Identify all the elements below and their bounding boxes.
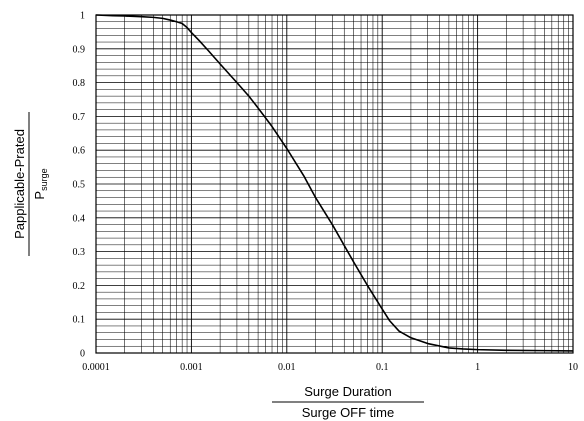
x-tick-label: 0.0001 [82,362,110,373]
y-tick-label: 0.7 [73,112,86,123]
y-tick-label: 0.6 [73,146,86,157]
plot-frame [95,14,574,354]
y-tick-label: 0.5 [73,180,86,191]
y-tick-label: 0.4 [73,213,86,224]
y-label-denominator-sub: surge [39,168,49,191]
y-tick-label: 0.8 [73,78,86,89]
y-label: Papplicable-Prated Psurge [12,112,49,256]
x-tick-labels: 0.0001 0.001 0.01 0.1 1 10 [82,362,578,373]
y-tick-label: 0.2 [73,281,86,292]
x-tick-label: 10 [568,362,578,373]
x-tick-label: 0.001 [180,362,203,373]
x-label-denominator: Surge OFF time [302,405,394,420]
y-label-denominator: Psurge [32,168,49,199]
series-line [95,14,574,352]
y-label-numerator: Papplicable-Prated [12,129,27,239]
series-layer [95,14,574,352]
y-tick-label: 0 [80,349,85,360]
x-tick-label: 0.1 [376,362,389,373]
y-tick-label: 1 [80,11,85,22]
y-label-denominator-main: P [32,191,47,200]
y-tick-labels: 0 0.1 0.2 0.3 0.4 0.5 0.6 0.7 0.8 0.9 1 [73,11,86,360]
x-tick-label: 0.01 [278,362,296,373]
y-tick-label: 0.1 [73,315,86,326]
y-tick-label: 0.3 [73,247,86,258]
x-label-numerator: Surge Duration [304,384,391,399]
y-tick-label: 0.9 [73,44,86,55]
x-tick-label: 1 [475,362,480,373]
grid [95,15,573,353]
